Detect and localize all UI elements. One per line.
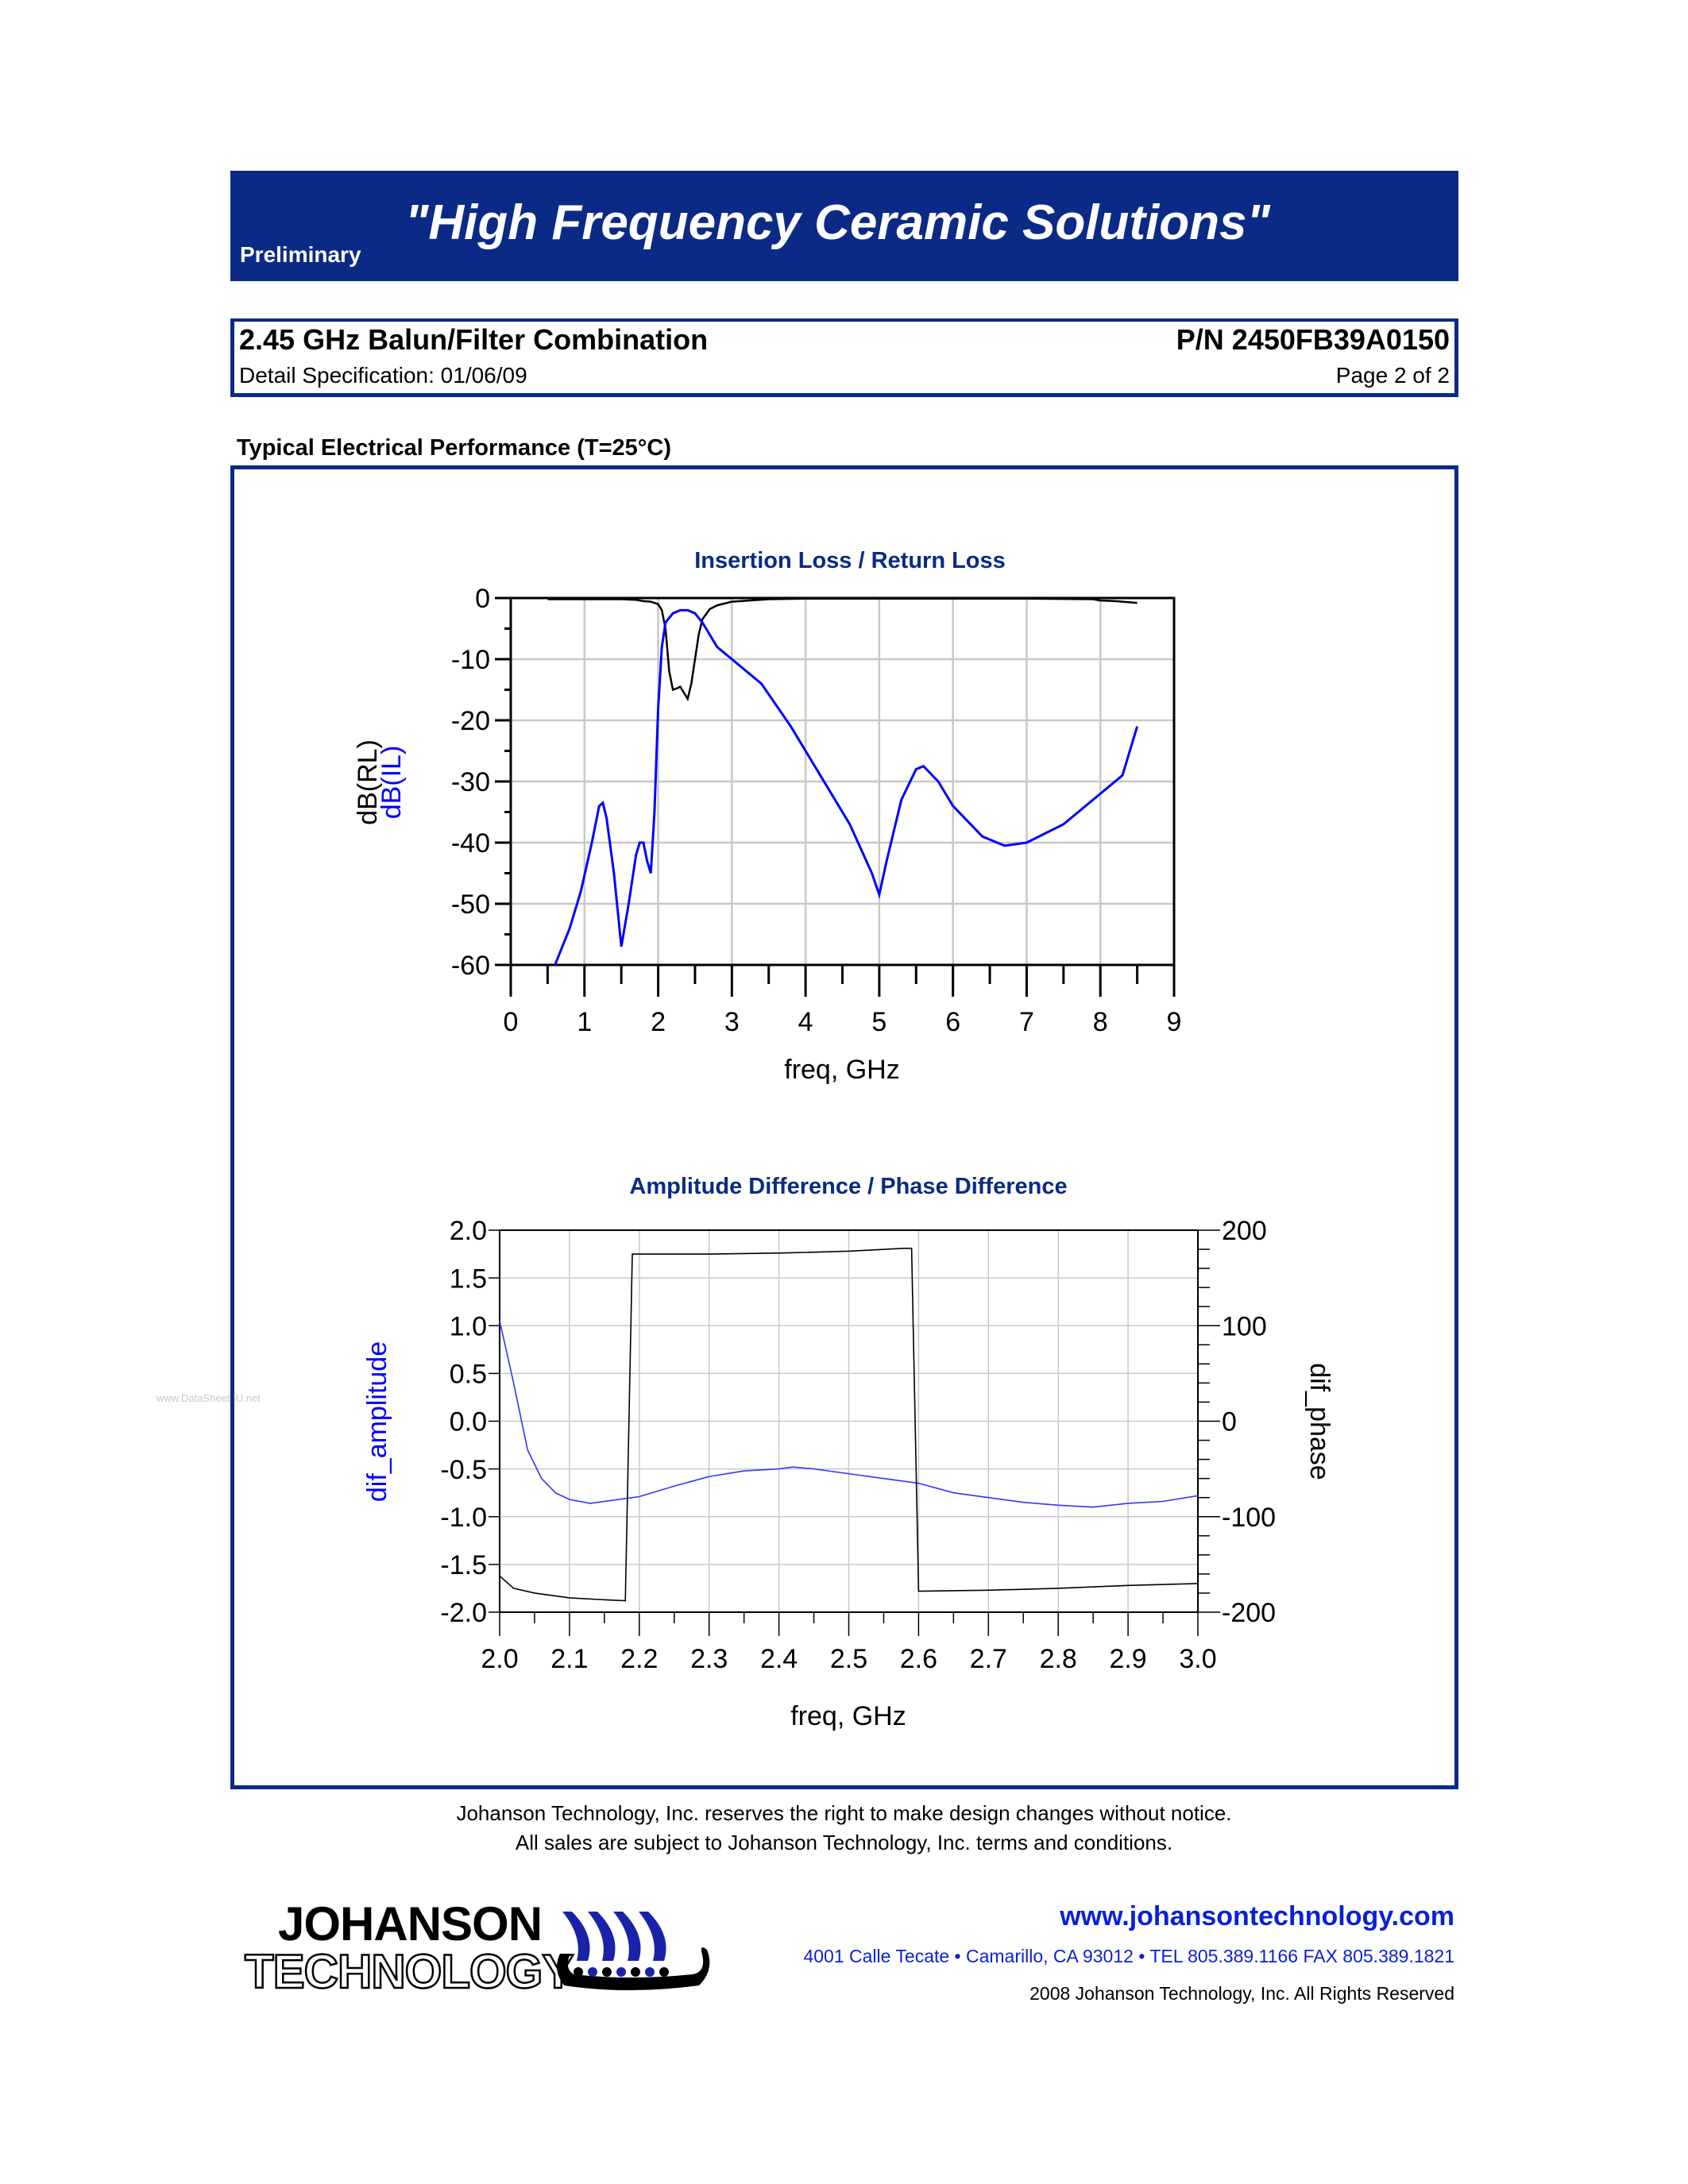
chart1-series-rl <box>547 597 1138 702</box>
section-title: Typical Electrical Performance (T=25°C) <box>237 435 671 461</box>
svg-text:0: 0 <box>504 1007 519 1037</box>
chart1-grid <box>509 596 1176 967</box>
svg-text:9: 9 <box>1167 1007 1182 1037</box>
svg-text:2.3: 2.3 <box>690 1644 728 1674</box>
chart1-title: Insertion Loss / Return Loss <box>694 548 1006 573</box>
svg-text:4: 4 <box>798 1007 813 1037</box>
svg-text:0: 0 <box>1222 1407 1237 1437</box>
svg-text:-1.5: -1.5 <box>440 1550 487 1580</box>
svg-text:2.1: 2.1 <box>550 1644 588 1674</box>
preliminary-label: Preliminary <box>240 242 361 267</box>
chart1-axes: 0 1 2 3 4 5 6 7 8 9 0 -10 -20 -30 -40 -50 -60 <box>451 584 1182 1037</box>
viking-ship-logo-icon: JOHANSON TECHNOLOGY <box>244 1897 710 1999</box>
charts-frame <box>230 465 1458 1789</box>
logo-line1: JOHANSON <box>278 1897 542 1951</box>
chart2-ylabel-left: dif_amplitude <box>362 1341 392 1502</box>
chart2-axes: 2.0 2.1 2.2 2.3 2.4 2.5 2.6 2.7 2.8 2.9 3.0 2.0 1.5 1… <box>440 1216 1276 1674</box>
page-number: Page 2 of 2 <box>1335 363 1450 388</box>
svg-text:-100: -100 <box>1222 1503 1276 1533</box>
svg-text:1.0: 1.0 <box>450 1311 487 1341</box>
svg-text:2.5: 2.5 <box>830 1644 867 1674</box>
svg-text:1: 1 <box>577 1007 592 1037</box>
svg-text:-60: -60 <box>451 951 490 981</box>
svg-text:2.7: 2.7 <box>970 1644 1007 1674</box>
svg-text:2.0: 2.0 <box>450 1216 487 1246</box>
svg-text:6: 6 <box>945 1007 960 1037</box>
svg-text:2.9: 2.9 <box>1109 1644 1146 1674</box>
svg-text:0.5: 0.5 <box>450 1360 487 1390</box>
chart2-ylabel-right: dif_phase <box>1304 1363 1335 1480</box>
part-number: P/N 2450FB39A0150 <box>1176 323 1450 356</box>
copyright: 2008 Johanson Technology, Inc. All Right… <box>1029 1983 1454 2004</box>
chart2-title: Amplitude Difference / Phase Difference <box>629 1174 1067 1199</box>
chart-insertion-return-loss: Insertion Loss / Return Loss 0 1 2 3 4 5 6 7 8 90… <box>353 548 1181 1085</box>
svg-text:2.4: 2.4 <box>760 1644 798 1674</box>
logo-line2: TECHNOLOGY <box>245 1945 574 1998</box>
svg-text:-20: -20 <box>451 706 490 736</box>
notice-terms: All sales are subject to Johanson Techno… <box>515 1831 1173 1854</box>
product-title: 2.45 GHz Balun/Filter Combination <box>239 323 709 356</box>
title-box: 2.45 GHz Balun/Filter Combination P/N 24… <box>230 318 1458 397</box>
svg-text:0: 0 <box>475 584 490 614</box>
svg-text:-1.0: -1.0 <box>440 1503 487 1533</box>
chart1-ylabel-rl: dB(RL) <box>353 739 383 825</box>
svg-text:-40: -40 <box>451 828 490 859</box>
chart1-series-il <box>554 608 1139 966</box>
svg-text:2.2: 2.2 <box>620 1644 658 1674</box>
svg-text:1.5: 1.5 <box>450 1264 487 1294</box>
svg-text:2.6: 2.6 <box>900 1644 937 1674</box>
johanson-logo: JOHANSON TECHNOLOGY <box>238 1894 731 2009</box>
svg-text:-10: -10 <box>451 645 490 675</box>
svg-text:2.0: 2.0 <box>481 1644 518 1674</box>
svg-text:8: 8 <box>1093 1007 1108 1037</box>
chart2-series-phase <box>499 1248 1199 1602</box>
svg-text:3.0: 3.0 <box>1179 1644 1216 1674</box>
svg-text:100: 100 <box>1222 1311 1267 1341</box>
svg-text:-2.0: -2.0 <box>440 1598 487 1628</box>
company-address: 4001 Calle Tecate • Camarillo, CA 93012 … <box>803 1946 1454 1966</box>
header-banner: Preliminary "High Frequency Ceramic Solu… <box>230 171 1458 281</box>
chart2-grid <box>499 1229 1199 1613</box>
chart2-xlabel: freq, GHz <box>790 1701 906 1731</box>
chart-amplitude-phase-difference: Amplitude Difference / Phase Difference … <box>362 1174 1335 1731</box>
svg-text:-30: -30 <box>451 767 490 797</box>
svg-text:5: 5 <box>871 1007 886 1037</box>
website-link[interactable]: www.johansontechnology.com <box>1060 1901 1454 1931</box>
svg-text:3: 3 <box>724 1007 740 1037</box>
slogan: "High Frequency Ceramic Solutions" <box>405 195 1270 250</box>
svg-text:200: 200 <box>1222 1216 1267 1246</box>
spec-date: Detail Specification: 01/06/09 <box>239 363 527 388</box>
watermark: www.DataSheet4U.net <box>156 1392 261 1404</box>
svg-text:0.0: 0.0 <box>450 1407 487 1437</box>
svg-text:-50: -50 <box>451 889 490 920</box>
chart2-series-amplitude <box>499 1321 1199 1508</box>
svg-text:-0.5: -0.5 <box>440 1455 487 1485</box>
chart1-xlabel: freq, GHz <box>784 1055 899 1085</box>
svg-text:2.8: 2.8 <box>1040 1644 1077 1674</box>
notice-design-changes: Johanson Technology, Inc. reserves the r… <box>456 1801 1232 1825</box>
svg-text:2: 2 <box>651 1007 666 1037</box>
svg-text:-200: -200 <box>1222 1598 1276 1628</box>
svg-text:7: 7 <box>1019 1007 1034 1037</box>
chart1-ylabel-il: dB(IL) <box>377 746 407 820</box>
